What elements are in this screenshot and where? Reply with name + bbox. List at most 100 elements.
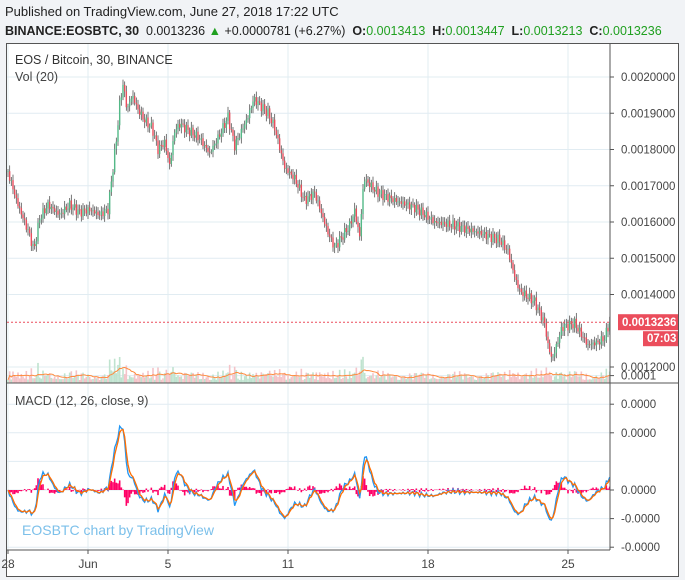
volume-bar (307, 372, 309, 383)
candle-body (177, 124, 179, 130)
volume-bar (373, 378, 376, 383)
histogram-bar (68, 486, 71, 490)
candle-body (418, 209, 421, 216)
volume-bar (348, 371, 351, 383)
volume-bar (405, 379, 408, 383)
histogram-bar (55, 490, 58, 493)
change: +0.0000781 (+6.27%) (224, 24, 346, 38)
candle-body (350, 221, 353, 224)
volume-bar (43, 375, 46, 383)
histogram-bar (125, 490, 128, 506)
volume-bar (163, 373, 166, 383)
candle-body (68, 200, 71, 209)
candle-body (353, 208, 356, 217)
histogram-bar (515, 490, 518, 492)
histogram-bar (235, 490, 238, 491)
candle-body (225, 120, 228, 128)
candle-body (508, 248, 511, 260)
histogram-bar (110, 480, 113, 490)
candle-body (450, 226, 453, 228)
histogram-bar (230, 490, 233, 496)
volume-bar (592, 378, 594, 383)
histogram-bar (170, 487, 173, 490)
volume-bar (527, 378, 529, 383)
histogram-bar (243, 486, 246, 490)
candle-body (573, 318, 576, 329)
volume-bar (108, 359, 111, 383)
candle-body (38, 219, 41, 223)
volume-bar (397, 379, 399, 383)
candle-body (98, 215, 101, 216)
candle-body (60, 212, 63, 214)
candle-body (390, 195, 393, 199)
volume-bar (265, 374, 268, 383)
volume-bar (470, 376, 473, 383)
candle-body (547, 336, 549, 344)
volume-bar (57, 376, 59, 383)
candle-body (472, 228, 474, 232)
candle-body (422, 207, 424, 216)
histogram-bar (213, 486, 216, 490)
candle-body (267, 108, 269, 116)
macd-title: MACD (12, 26, close, 9) (15, 394, 149, 408)
volume-bar (40, 378, 43, 383)
histogram-bar (123, 490, 126, 498)
histogram-bar (407, 488, 409, 490)
volume-bar (168, 374, 171, 383)
volume-bar (422, 373, 424, 383)
volume-bar (312, 372, 314, 383)
volume-bar (418, 374, 421, 383)
histogram-bar (207, 490, 209, 492)
candle-body (293, 174, 296, 180)
histogram-bar (352, 487, 354, 490)
candle-body (300, 184, 303, 197)
candle-body (395, 197, 398, 202)
candle-body (283, 160, 286, 169)
low-label: L: (511, 24, 524, 38)
histogram-bar (47, 488, 49, 490)
volume-bar (423, 377, 426, 383)
volume-bar (270, 375, 273, 383)
histogram-bar (393, 488, 396, 490)
volume-bar (278, 369, 281, 383)
volume-bar (227, 372, 229, 383)
candle-body (168, 158, 171, 164)
candle-body (242, 128, 244, 130)
volume-bar (90, 379, 93, 383)
volume-bar (498, 373, 501, 383)
volume-bar (22, 376, 24, 383)
histogram-bar (42, 484, 44, 490)
histogram-bar (328, 490, 331, 491)
volume-bar (237, 378, 239, 383)
candle-body (83, 208, 86, 211)
volume-bar (258, 378, 261, 383)
volume-bar (272, 376, 274, 383)
candle-body (530, 293, 533, 304)
volume-bar (488, 379, 491, 383)
histogram-bar (115, 482, 118, 490)
countdown-tag-text: 07:03 (647, 333, 676, 345)
candle-body (232, 129, 234, 136)
candle-body (408, 202, 411, 210)
candle-body (378, 194, 381, 197)
candle-body (235, 139, 238, 151)
histogram-bar (590, 488, 593, 490)
histogram-bar (388, 488, 391, 490)
candle-body (37, 222, 39, 242)
histogram-bar (195, 488, 198, 490)
candle-body (20, 207, 23, 215)
candle-body (545, 323, 548, 337)
volume-bar (365, 378, 368, 383)
time-tick-label: 28 (1, 557, 15, 571)
histogram-bar (145, 488, 148, 490)
histogram-bar (340, 485, 343, 490)
histogram-bar (488, 489, 491, 490)
candle-body (258, 101, 261, 103)
candle-body (170, 155, 173, 164)
histogram-bar (72, 490, 74, 492)
candle-body (593, 342, 596, 346)
volume-bar (10, 379, 13, 383)
histogram-bar (28, 489, 31, 490)
candle-body (498, 234, 501, 242)
